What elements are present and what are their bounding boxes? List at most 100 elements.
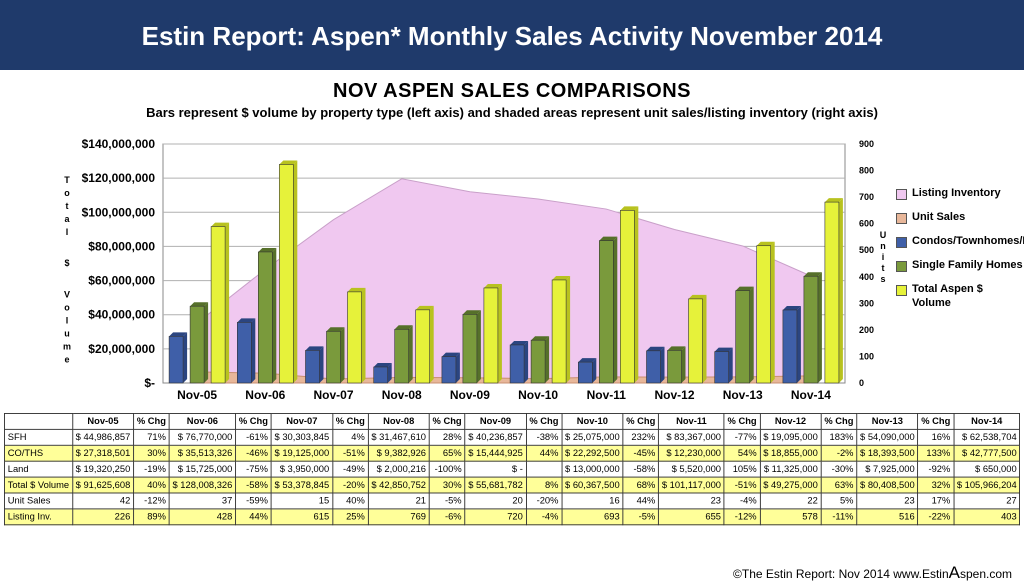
sfh-bar-side [681,346,686,383]
condo-bar [646,350,661,384]
table-cell: -22% [917,508,955,526]
table-cell: 23 [658,492,725,510]
table-cell: $ 2,000,216 [367,460,430,478]
table-cell: $ 27,318,501 [71,444,135,462]
table-cell: -51% [331,444,369,462]
table-header-cell: Nov-05 [71,413,135,430]
total-volume-bar-top [552,275,571,280]
total-volume-bar-side [429,305,434,383]
table-cell: 37 [168,492,237,510]
table-cell: $ 53,378,845 [270,476,333,494]
table-header-cell: % Chg [723,413,761,430]
condo-bar-top [373,362,392,367]
y-tick-label: $40,000,000 [88,308,155,322]
total-volume-bar [278,164,294,384]
condo-bar [782,309,798,384]
table-cell: -61% [235,428,272,446]
table-cell: 68% [622,476,660,494]
sfh-bar-group [394,325,413,384]
table-header-row: Nov-05% Chg Nov-06% Chg Nov-07% Chg Nov-08%… [4,413,1021,430]
table-cell: 23 [856,492,919,510]
y2-tick-label: 600 [859,219,874,229]
sfh-bar-side [340,327,345,383]
table-header-cell: % Chg [622,413,660,430]
sfh-bar-side [408,325,413,383]
condo-bar-group [441,352,460,384]
table-cell: $ 650,000 [953,460,1021,478]
total-volume-bar-side [838,198,843,383]
row-label-cell: SFH [4,428,73,446]
table-cell: 15 [270,492,333,510]
table-header-cell: Nov-08 [367,413,430,430]
condo-bar-side [251,318,256,383]
total-volume-bar-group [551,275,571,384]
table-header-cell [4,413,73,430]
sfh-bar-group [257,247,277,384]
table-cell: 4% [331,428,369,446]
table-cell: 226 [71,508,135,526]
footer-logo-letter: A [948,563,960,582]
total-volume-bar [688,298,703,384]
table-cell: $ 44,986,857 [71,428,135,446]
table-cell: -2% [820,444,858,462]
table-cell: -46% [235,444,272,462]
condo-bar-group [373,362,392,384]
table-cell: $ 19,125,000 [270,444,333,462]
condo-bar-top [237,318,256,323]
table-cell: 232% [622,428,660,446]
condo-bar-group [509,340,529,384]
sfh-bar-side [272,247,277,383]
sfh-bar-top [326,327,345,332]
table-cell: $ 54,090,000 [856,428,919,446]
total-volume-bar [415,309,431,384]
total-volume-bar [347,291,362,384]
table-cell: $ 91,625,608 [71,476,135,494]
table-cell: 105% [723,460,761,478]
total-volume-bar [483,287,499,384]
table-cell: 89% [133,508,170,526]
table-cell: 5% [820,492,858,510]
x-tick-label: Nov-05 [177,388,217,402]
table-cell: 22 [759,492,822,510]
table-cell: $ 49,275,000 [759,476,822,494]
table-cell: -75% [235,460,272,478]
row-label-cell: Unit Sales [4,492,73,510]
sfh-bar-top [735,286,754,291]
table-row: SFH $ 44,986,857 71% $ 76,770,000 -61% $ 30,3… [4,428,1021,446]
total-volume-bar-group [415,305,434,384]
table-cell: 428 [168,508,237,526]
sfh-bar [598,240,614,384]
table-cell: -20% [331,476,369,494]
y-tick-label: $20,000,000 [88,342,155,356]
condo-bar-top [441,352,460,357]
condo-bar-group [577,358,597,384]
sfh-bar-top [599,236,618,241]
table-header-cell: Nov-14 [953,413,1021,430]
legend-item: Total Aspen $ Volume [896,282,1024,310]
condo-bar-group [237,318,256,384]
table-cell: $ 60,367,500 [561,476,624,494]
legend-item: Condos/Townhomes/Duplexes [896,234,1024,248]
table-cell: $ 42,850,752 [367,476,430,494]
y2-tick-label: 0 [859,378,864,388]
table-cell: 25% [331,508,369,526]
header-banner: Estin Report: Aspen* Monthly Sales Activ… [0,0,1024,70]
table-cell: $ 22,292,500 [561,444,624,462]
table-cell: $ 80,408,500 [856,476,919,494]
table-header-cell: % Chg [525,413,563,430]
condo-bar-top [782,305,801,310]
table-cell: 693 [561,508,624,526]
table-cell: 133% [917,444,955,462]
sfh-bar-group [667,346,686,384]
condo-bar-top [714,347,733,352]
footer-prefix: ©The Estin Report: Nov 2014 www.Estin [733,567,949,581]
sales-data-table: Nov-05% Chg Nov-06% Chg Nov-07% Chg Nov-08%… [4,413,1021,526]
sfh-bar-group [530,336,550,384]
table-cell: 20 [464,492,527,510]
total-volume-bar [824,201,840,384]
y-tick-label: $100,000,000 [82,205,156,219]
legend-swatch [896,285,907,296]
sfh-bar [257,251,273,384]
table-header-cell: Nov-06 [168,413,237,430]
total-volume-bar-group [619,206,639,384]
